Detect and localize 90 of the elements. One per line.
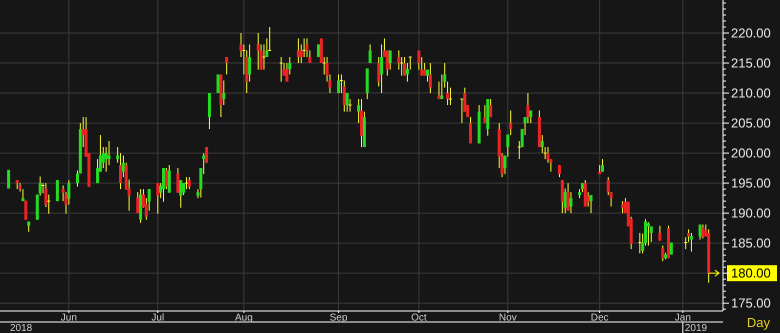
- candlestick: [446, 81, 450, 106]
- candlestick: [428, 62, 432, 94]
- candlestick: [578, 188, 582, 199]
- candlestick: [24, 200, 28, 220]
- candlestick: [162, 168, 166, 202]
- candlestick: [268, 26, 272, 51]
- candlestick: [156, 182, 160, 214]
- candlestick: [176, 168, 180, 194]
- candlestick: [509, 110, 512, 136]
- x-tick-label: Oct: [411, 312, 427, 324]
- x-tick-label: Jun: [60, 312, 77, 324]
- y-tick-label: 190.00: [731, 206, 771, 221]
- candlestick: [288, 56, 292, 75]
- candlestick: [590, 194, 593, 214]
- candlestick: [661, 245, 664, 262]
- candlestick: [337, 74, 340, 94]
- text: 2019: [684, 323, 708, 333]
- x-tick-label: Sep: [330, 312, 348, 324]
- candlestick: [564, 188, 567, 214]
- candlestick: [638, 232, 642, 254]
- candlestick: [225, 56, 228, 75]
- candlestick: [558, 164, 561, 178]
- y-tick-label: 200.00: [731, 146, 771, 161]
- candlestick: [96, 158, 100, 184]
- candlestick: [184, 176, 188, 190]
- candlestick: [256, 32, 260, 70]
- y-tick-label: 215.00: [731, 56, 771, 71]
- candlestick: [670, 242, 673, 256]
- y-tick-label: 195.00: [731, 176, 771, 191]
- candlestick: [701, 224, 704, 239]
- candlestick: [196, 188, 200, 199]
- candlestick: [646, 222, 650, 246]
- candlestick: [560, 180, 564, 214]
- text: 2018: [10, 323, 33, 333]
- candlestick: [621, 200, 624, 214]
- candlestick: [489, 98, 492, 118]
- candlestick: [380, 44, 384, 94]
- candlestick: [108, 140, 111, 166]
- y-tick-label: 185.00: [731, 236, 771, 251]
- candlestick: [348, 98, 352, 112]
- candlestick: [27, 221, 30, 232]
- candlestick: [262, 44, 266, 70]
- x-axis-title: Day: [746, 315, 770, 330]
- x-tick-label: Dec: [590, 312, 609, 324]
- candlestick: [658, 225, 662, 242]
- candlestick: [368, 44, 372, 64]
- candlestick: [690, 232, 693, 252]
- candlestick: [305, 38, 308, 58]
- candlestick: [248, 44, 252, 82]
- y-tick-label: 205.00: [731, 116, 771, 131]
- candlestick: [469, 116, 472, 144]
- candlestick: [569, 192, 572, 214]
- candlestick: [408, 56, 412, 70]
- candlestick: [308, 50, 312, 64]
- y-tick-label: 220.00: [731, 26, 771, 41]
- candlestick: [460, 98, 464, 124]
- candlestick: [136, 192, 140, 214]
- candlestick: [222, 80, 226, 106]
- candlestick: [16, 180, 19, 190]
- x-tick-label: Nov: [498, 312, 517, 324]
- candlestick: [566, 182, 570, 212]
- candlestick: [606, 176, 610, 196]
- candlestick: [517, 140, 522, 160]
- candlestick: [188, 176, 191, 190]
- candlestick: [164, 168, 168, 190]
- candlestick: [529, 110, 532, 124]
- candlestick: [546, 146, 550, 164]
- candlestick: [21, 188, 24, 202]
- y-tick-label: 210.00: [731, 86, 771, 101]
- candlestick: [168, 164, 171, 194]
- candlestick: [388, 50, 392, 70]
- x-tick-label: Jul: [151, 312, 164, 324]
- candlestick: [580, 182, 584, 193]
- candlestick: [684, 236, 688, 250]
- candlestick: [56, 180, 59, 202]
- candlestick: [601, 158, 604, 172]
- y-tick-label: 175.00: [731, 296, 771, 311]
- candlestick: [526, 92, 530, 124]
- x-tick-label: Aug: [234, 312, 253, 324]
- candlestick: [119, 152, 122, 190]
- y-tick-label: 180.00: [731, 266, 771, 281]
- candlestick: [584, 180, 587, 208]
- candlestick: [698, 224, 702, 240]
- candlestick: [417, 50, 420, 70]
- candlestick: [650, 226, 653, 242]
- candlestick: [296, 38, 300, 64]
- candlestick: [437, 81, 440, 100]
- candlestick: [46, 194, 51, 214]
- x-tick-label: Jan: [674, 312, 691, 324]
- candlestick: [279, 56, 284, 82]
